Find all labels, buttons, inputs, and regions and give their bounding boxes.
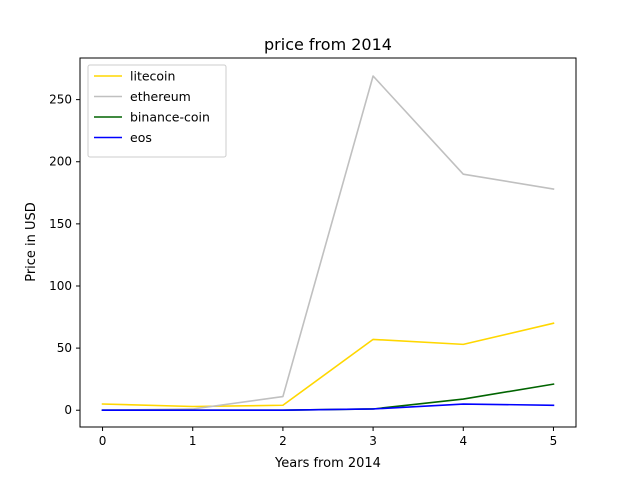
legend: litecoin ethereum binance-coin eos (87, 64, 227, 158)
series-line-ethereum (101, 75, 555, 412)
x-tick-label: 3 (369, 434, 377, 448)
y-tick-label: 100 (49, 279, 72, 293)
y-tick-label: 150 (49, 217, 72, 231)
x-axis: 0 1 2 3 4 5 (99, 427, 558, 448)
y-axis-label: Price in USD (24, 202, 39, 282)
y-axis: 0 50 100 150 200 250 (49, 93, 80, 417)
y-tick-label: 50 (57, 341, 72, 355)
legend-box (87, 64, 227, 158)
y-tick-label: 250 (49, 93, 72, 107)
x-tick-label: 1 (189, 434, 197, 448)
series-line-litecoin (101, 322, 555, 408)
x-axis-label: Years from 2014 (274, 456, 381, 471)
legend-label-ethereum: ethereum (130, 89, 191, 104)
y-tick-label: 200 (49, 155, 72, 169)
x-tick-label: 0 (99, 434, 107, 448)
legend-label-litecoin: litecoin (130, 69, 175, 84)
series-line-eos (101, 403, 555, 412)
series-layer (101, 75, 555, 412)
x-tick-label: 2 (279, 434, 287, 448)
x-tick-label: 4 (459, 434, 467, 448)
legend-label-eos: eos (130, 130, 152, 145)
x-tick-label: 5 (550, 434, 558, 448)
legend-label-binance-coin: binance-coin (130, 110, 210, 125)
y-tick-label: 0 (64, 403, 72, 417)
plot-area-frame (79, 57, 577, 428)
chart-title: price from 2014 (264, 35, 392, 54)
